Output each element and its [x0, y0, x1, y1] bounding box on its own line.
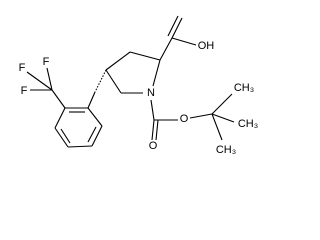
- atom-label: F: [19, 62, 26, 74]
- atom-label: O: [180, 113, 189, 125]
- atom-label: OH: [198, 40, 215, 52]
- bonds: [26, 15, 235, 148]
- page: OH N O O F F F CH₃ CH₃ CH₃ (() => { cons…: [18, 15, 259, 156]
- atom-label: CH₃: [234, 82, 254, 94]
- atom-label: F: [43, 56, 50, 68]
- atom-label: F: [21, 85, 28, 97]
- atom-label: CH₃: [216, 144, 236, 156]
- molecule: OH N O O F F F CH₃ CH₃ CH₃: [19, 15, 258, 156]
- atom-label: N: [147, 87, 155, 99]
- atom-label: O: [149, 140, 158, 152]
- atom-label: CH₃: [238, 118, 258, 130]
